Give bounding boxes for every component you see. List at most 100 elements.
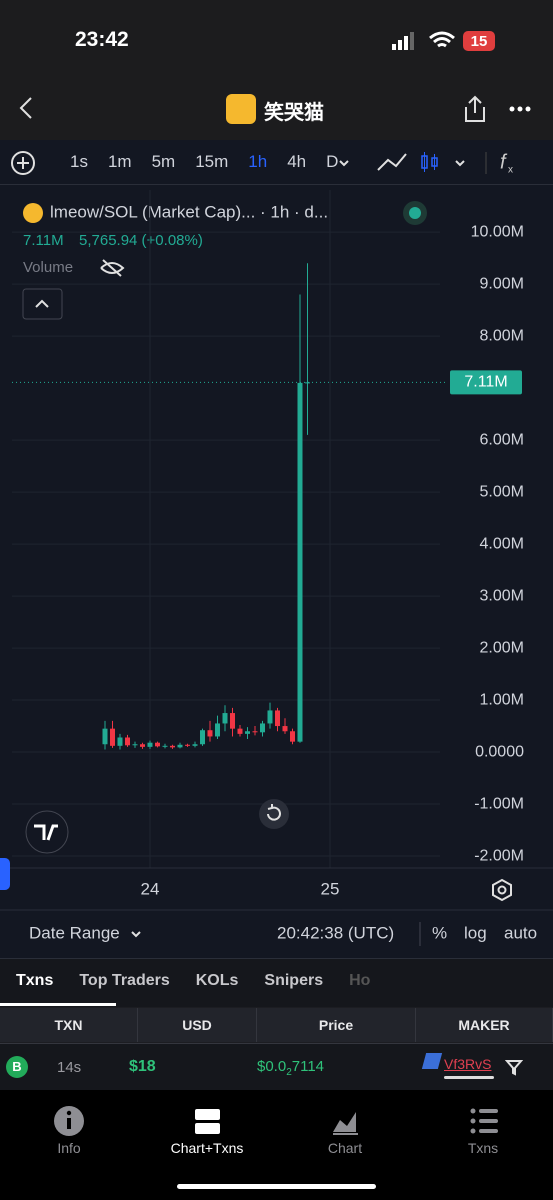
candle-body [245, 731, 250, 734]
chart: lmeow/SOL (Market Cap)... · 1h · d... 7.… [0, 190, 553, 946]
timeframe[interactable]: 4h [287, 152, 307, 171]
home-indicator [177, 1184, 376, 1189]
nav-item[interactable]: Info [57, 1140, 81, 1156]
svg-text:x: x [508, 165, 513, 176]
candle-body [252, 731, 258, 733]
tv-logo-mark [34, 824, 58, 841]
candle-body [260, 723, 265, 733]
price-zeros: 2 [286, 1067, 292, 1078]
candle-body [297, 382, 303, 742]
x-tick-label: 24 [141, 879, 160, 898]
txn-price: $0.027114 [257, 1058, 324, 1078]
candle-body [230, 713, 235, 729]
y-tick-label: 1.00M [480, 691, 524, 708]
reset-icon [267, 804, 281, 821]
candle-body [102, 728, 108, 745]
side-handle[interactable] [0, 858, 10, 890]
y-tick-label: -2.00M [474, 847, 524, 864]
filter-maker[interactable] [505, 1058, 523, 1076]
timeframe[interactable]: 5m [151, 152, 176, 171]
date-range-caret [131, 931, 141, 938]
last-price-label: 7.11M [464, 374, 507, 391]
candle-body [290, 731, 295, 742]
timeframes: 1s 1m 5m 15m 1h 4h D [70, 152, 358, 172]
y-tick-label: 0.0000 [475, 743, 524, 760]
column-header[interactable]: MAKER [416, 1008, 553, 1042]
candle-body [162, 745, 168, 747]
back-button[interactable] [12, 94, 42, 124]
price-prefix: $0.0 [257, 1058, 287, 1075]
battery-level: 15 [470, 33, 488, 50]
legend-value: 7.11M [23, 232, 64, 249]
nav-title: 笑哭猫 [264, 102, 324, 124]
side-badge: B [6, 1056, 28, 1078]
candle-body [237, 728, 243, 734]
nav-icons [54, 1106, 498, 1136]
settings-icon[interactable] [492, 878, 512, 902]
candle-body [200, 730, 205, 745]
status-dot-inner [409, 207, 421, 219]
y-tick-label: 10.00M [471, 223, 524, 240]
chart-panel [0, 185, 553, 958]
add-indicator[interactable] [10, 150, 36, 176]
collapse-button[interactable] [22, 288, 63, 320]
hide-volume[interactable] [100, 259, 125, 277]
tab[interactable]: Top Traders [79, 972, 170, 989]
collapse-icon [35, 299, 49, 308]
option-log[interactable]: log [464, 923, 487, 942]
tab[interactable]: Txns [16, 972, 54, 989]
date-range[interactable]: Date Range [29, 923, 120, 942]
y-tick-label: 3.00M [480, 587, 524, 604]
nav-item[interactable]: Chart [327, 1140, 363, 1156]
tabs: Txns Top Traders KOLs Snipers Ho [16, 972, 396, 990]
tab-underline [0, 1003, 116, 1006]
candle-body [147, 742, 153, 747]
bottom-nav [0, 1090, 553, 1200]
candle-body [140, 744, 145, 747]
txn-age: 14s [57, 1059, 82, 1076]
column-header[interactable]: USD [138, 1008, 257, 1042]
column-header[interactable]: Price [257, 1008, 416, 1042]
timeframe[interactable]: 1h [248, 152, 268, 171]
timeframe[interactable]: 1m [107, 152, 132, 171]
tab[interactable]: Snipers [264, 972, 324, 989]
timeframe[interactable]: 1s [70, 152, 88, 171]
settings-icon-center [497, 885, 507, 895]
txn-usd: $18 [129, 1058, 156, 1075]
svg-text:f: f [500, 151, 508, 173]
legend-change: 5,765.94 (+0.08%) [79, 232, 203, 249]
token-icon [226, 94, 256, 124]
tab[interactable]: Ho [349, 972, 371, 989]
nav-item[interactable]: Txns [467, 1140, 499, 1156]
reset-button[interactable] [259, 799, 289, 829]
x-tick-label: 25 [321, 879, 340, 898]
table-row [0, 1043, 553, 1091]
candle-body [155, 742, 160, 747]
y-tick-label: 8.00M [480, 327, 524, 344]
candle-body [125, 737, 130, 746]
option-auto[interactable]: auto [504, 923, 537, 942]
timeframe[interactable]: D [326, 152, 339, 171]
volume-label: Volume [23, 259, 73, 276]
candle-body [222, 713, 228, 724]
candle-body [110, 728, 115, 746]
timeframe[interactable]: 15m [195, 152, 229, 171]
nav-item[interactable]: Chart+Txns [170, 1140, 244, 1156]
tab[interactable]: KOLs [195, 972, 239, 989]
maker[interactable]: Vf3RvS [444, 1056, 492, 1072]
column-header[interactable]: TXN [0, 1008, 138, 1042]
option-percent[interactable]: % [432, 923, 447, 942]
candle-body [192, 744, 198, 746]
chart-title: lmeow/SOL (Market Cap)... · 1h · d... [50, 202, 328, 221]
token-icon [23, 203, 43, 223]
nav-actions[interactable] [460, 93, 540, 125]
last-price-badge [450, 370, 522, 395]
tv-logo [25, 810, 69, 854]
status-time: 23:42 [75, 28, 129, 51]
candle-body [117, 737, 123, 746]
candle-body [275, 710, 280, 727]
candle-body [185, 744, 190, 746]
candle-body [267, 710, 273, 724]
